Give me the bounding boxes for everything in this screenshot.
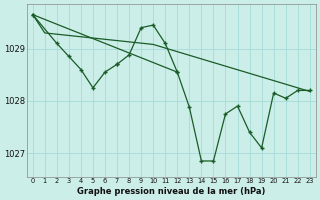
- X-axis label: Graphe pression niveau de la mer (hPa): Graphe pression niveau de la mer (hPa): [77, 187, 266, 196]
